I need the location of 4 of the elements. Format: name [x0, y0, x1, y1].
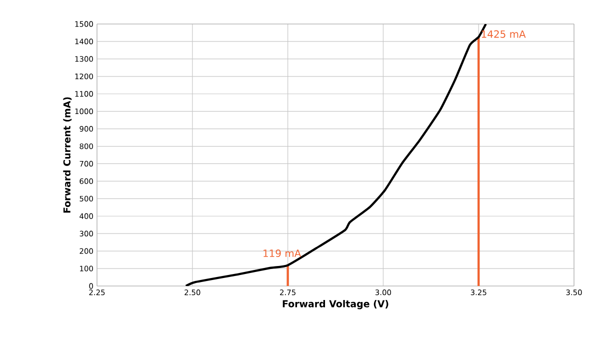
x-axis-title: Forward Voltage (V)	[282, 300, 388, 310]
annotation: 1425 mA	[482, 30, 526, 38]
y-axis-title: Forward Current (mA)	[63, 97, 72, 213]
annotation: 119 mA	[264, 250, 302, 258]
